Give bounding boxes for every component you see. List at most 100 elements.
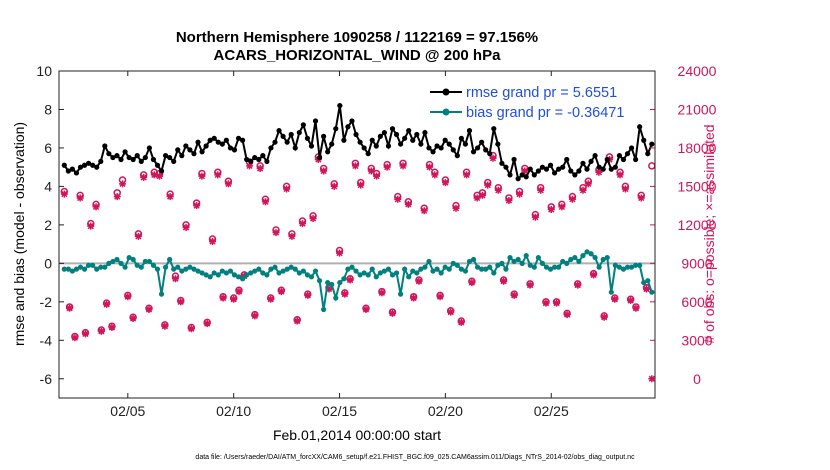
rmse-point xyxy=(65,168,71,174)
axes-frame xyxy=(58,70,656,399)
obs-assimilated-marker xyxy=(457,318,465,326)
rmse-point xyxy=(507,172,513,178)
right-tick-label: 21000 xyxy=(678,101,717,117)
data-file-footnote: data file: /Users/raeder/DAI/ATM_forcXX/… xyxy=(195,454,635,461)
obs-assimilated-marker xyxy=(558,203,566,211)
bias-point xyxy=(438,270,444,276)
obs-assimilated-marker xyxy=(595,168,603,176)
bias-point xyxy=(142,258,148,265)
bias-point xyxy=(628,264,635,270)
obs-assimilated-marker xyxy=(336,249,344,257)
rmse-point xyxy=(426,145,432,151)
rmse-point xyxy=(333,126,339,132)
rmse-point xyxy=(519,172,525,178)
bias-point xyxy=(211,270,217,276)
bias-point xyxy=(183,266,189,272)
rmse-point xyxy=(616,153,623,159)
rmse-point xyxy=(479,139,485,145)
rmse-point xyxy=(523,174,529,180)
obs-assimilated-marker xyxy=(531,213,539,221)
bias-point xyxy=(162,264,169,270)
obs-assimilated-marker xyxy=(76,194,84,202)
bias-point xyxy=(90,262,96,268)
rmse-point xyxy=(191,151,197,157)
rmse-point xyxy=(150,156,157,163)
bias-point xyxy=(551,264,558,270)
rmse-point xyxy=(195,139,201,145)
chart-title-line1: Northern Hemisphere 1090258 / 1122169 = … xyxy=(176,29,538,46)
bias-point xyxy=(288,264,294,270)
bias-point xyxy=(268,266,274,272)
bias-point xyxy=(446,266,452,272)
obs-assimilated-marker xyxy=(351,162,359,170)
bias-point xyxy=(252,268,258,274)
obs-assimilated-marker xyxy=(415,277,423,285)
bias-point xyxy=(215,272,221,278)
bias-point xyxy=(280,268,286,274)
bias-point xyxy=(179,268,185,274)
bias-point xyxy=(503,266,509,272)
obs-assimilated-marker xyxy=(420,207,428,215)
rmse-point xyxy=(304,135,311,141)
rmse-point xyxy=(402,135,408,141)
obs-assimilated-marker xyxy=(394,195,402,203)
bias-point xyxy=(227,268,234,274)
rmse-point xyxy=(219,141,225,147)
bias-point xyxy=(256,266,262,272)
rmse-point xyxy=(446,141,452,147)
rmse-point xyxy=(414,131,420,138)
bias-point xyxy=(576,258,582,265)
bias-point xyxy=(620,266,627,272)
bias-point xyxy=(600,256,606,263)
obs-assimilated-marker xyxy=(526,281,534,289)
obs-assimilated-marker xyxy=(553,299,561,307)
bias-point xyxy=(519,260,525,266)
bias-point xyxy=(118,260,124,266)
bias-point xyxy=(114,256,120,263)
bias-point xyxy=(308,274,315,280)
bias-point xyxy=(321,306,327,313)
obs-assimilated-marker xyxy=(436,293,444,301)
rmse-point xyxy=(547,162,554,168)
rmse-point xyxy=(649,141,655,147)
bias-point xyxy=(649,289,655,295)
rmse-point xyxy=(231,147,238,153)
obs-assimilated-marker xyxy=(208,238,216,246)
rmse-point xyxy=(345,124,351,130)
rmse-bias-layer xyxy=(61,103,655,313)
rmse-point xyxy=(515,176,521,182)
rmse-point xyxy=(369,137,375,143)
rmse-point xyxy=(499,160,505,166)
bias-point xyxy=(207,274,213,280)
bias-point xyxy=(223,270,229,276)
y-axis-label-left: rmse and bias (model - observation) xyxy=(11,122,27,346)
obs-assimilated-marker xyxy=(309,214,317,222)
obs-assimilated-marker xyxy=(542,299,550,307)
obs-assimilated-marker xyxy=(71,334,79,342)
obs-assimilated-marker xyxy=(87,222,95,230)
rmse-point xyxy=(114,153,120,159)
right-tick-label: 9000 xyxy=(681,255,712,271)
obs-assimilated-marker xyxy=(579,186,587,194)
obs-assimilated-marker xyxy=(611,295,619,303)
rmse-point xyxy=(511,156,517,163)
obs-assimilated-marker xyxy=(267,295,275,303)
obs-assimilated-marker xyxy=(637,194,645,202)
rmse-point xyxy=(458,135,464,141)
bias-point xyxy=(442,264,448,270)
rmse-point xyxy=(377,133,383,139)
bias-point xyxy=(333,295,339,301)
rmse-point xyxy=(487,151,493,157)
bias-point xyxy=(126,254,132,261)
bias-point xyxy=(284,266,290,272)
axes-box xyxy=(58,70,656,399)
rmse-point xyxy=(81,162,88,168)
bias-point xyxy=(122,264,128,270)
bias-point xyxy=(203,272,209,278)
obs-assimilated-marker xyxy=(150,171,158,179)
obs-assimilated-marker xyxy=(235,288,243,296)
bias-point xyxy=(523,253,529,259)
bias-point xyxy=(527,262,533,268)
bias-point xyxy=(239,276,246,282)
rmse-point xyxy=(211,135,217,141)
